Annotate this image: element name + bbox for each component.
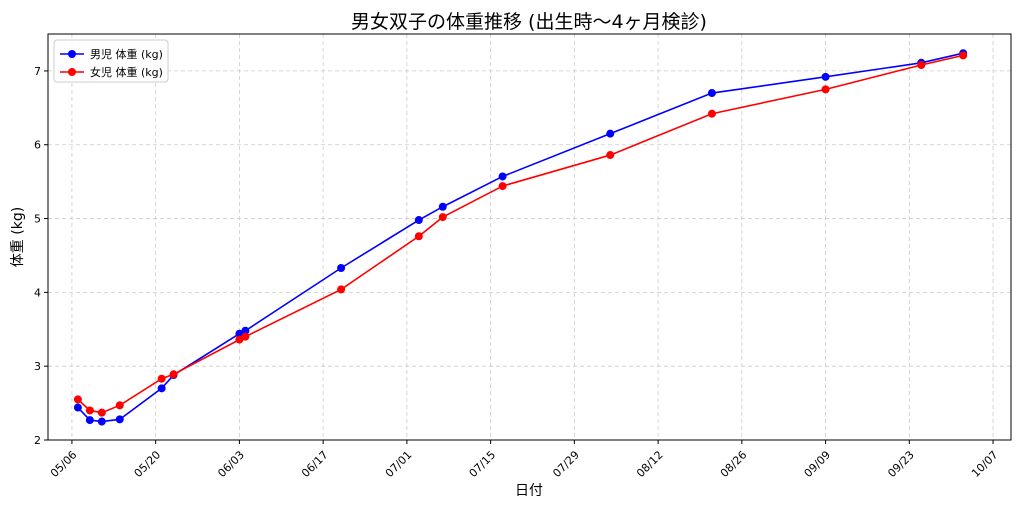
data-point-series-1 bbox=[821, 72, 830, 81]
x-tick-label: 08/26 bbox=[718, 448, 750, 480]
data-point-series-2 bbox=[73, 395, 82, 404]
data-point-series-2 bbox=[85, 406, 94, 415]
y-tick-label: 3 bbox=[34, 360, 41, 373]
data-point-series-1 bbox=[707, 89, 716, 98]
data-point-series-1 bbox=[606, 129, 615, 138]
legend-label-1: 男児 体重 (kg) bbox=[90, 47, 163, 61]
data-point-series-1 bbox=[438, 202, 447, 211]
data-point-series-2 bbox=[169, 370, 178, 379]
data-point-series-1 bbox=[414, 216, 423, 225]
data-point-series-1 bbox=[235, 329, 244, 338]
data-point-series-1 bbox=[241, 326, 250, 335]
x-tick-label: 09/23 bbox=[885, 448, 917, 480]
x-tick-label: 07/15 bbox=[467, 448, 499, 480]
data-point-series-2 bbox=[917, 61, 926, 70]
y-tick-label: 5 bbox=[34, 213, 41, 226]
y-tick-label: 6 bbox=[34, 139, 41, 152]
data-point-series-2 bbox=[438, 213, 447, 222]
series-layer bbox=[73, 49, 968, 426]
y-tick-label: 7 bbox=[34, 65, 41, 78]
x-tick-label: 05/06 bbox=[48, 448, 80, 480]
data-point-series-2 bbox=[115, 401, 124, 410]
data-point-series-2 bbox=[821, 85, 830, 94]
x-axis: 05/06 05/20 06/03 06/17 07/01 07/15 07/29 08/12… bbox=[48, 440, 1001, 480]
y-tick-label: 2 bbox=[34, 434, 41, 447]
data-point-series-1 bbox=[337, 264, 346, 273]
chart-title: 男女双子の体重推移 (出生時〜4ヶ月検診) bbox=[351, 11, 707, 33]
legend-marker-2 bbox=[68, 68, 76, 76]
y-axis: 2 3 4 5 6 7 bbox=[34, 65, 48, 447]
x-tick-label: 10/07 bbox=[969, 448, 1001, 480]
y-tick-label: 4 bbox=[34, 286, 41, 299]
x-tick-label: 08/12 bbox=[634, 448, 666, 480]
x-tick-label: 09/09 bbox=[802, 448, 834, 480]
data-point-series-2 bbox=[97, 408, 106, 417]
data-point-series-1 bbox=[85, 416, 94, 425]
data-point-series-1 bbox=[498, 172, 507, 181]
data-point-series-1 bbox=[115, 415, 124, 424]
data-point-series-2 bbox=[959, 51, 968, 60]
series-line-2 bbox=[77, 54, 964, 414]
data-point-series-2 bbox=[241, 332, 250, 341]
data-point-series-2 bbox=[157, 374, 166, 383]
legend: 男児 体重 (kg) 女児 体重 (kg) bbox=[53, 39, 169, 83]
x-tick-label: 07/29 bbox=[550, 448, 582, 480]
data-point-series-1 bbox=[157, 384, 166, 393]
data-point-series-2 bbox=[414, 232, 423, 241]
plot-area bbox=[47, 33, 1012, 441]
x-tick-label: 06/17 bbox=[299, 448, 331, 480]
data-point-series-2 bbox=[235, 335, 244, 344]
y-axis-label: 体重 (kg) bbox=[10, 207, 26, 267]
data-point-series-2 bbox=[337, 285, 346, 294]
data-point-series-2 bbox=[707, 109, 716, 118]
x-tick-label: 07/01 bbox=[383, 448, 415, 480]
x-axis-label: 日付 bbox=[515, 483, 543, 499]
data-point-series-2 bbox=[606, 151, 615, 160]
data-point-series-1 bbox=[73, 403, 82, 412]
legend-marker-1 bbox=[68, 50, 76, 58]
x-tick-label: 05/20 bbox=[132, 448, 164, 480]
legend-label-2: 女児 体重 (kg) bbox=[90, 65, 163, 79]
x-tick-label: 06/03 bbox=[215, 448, 247, 480]
grid bbox=[48, 34, 1011, 441]
data-point-series-2 bbox=[498, 182, 507, 191]
data-point-series-1 bbox=[97, 417, 106, 426]
